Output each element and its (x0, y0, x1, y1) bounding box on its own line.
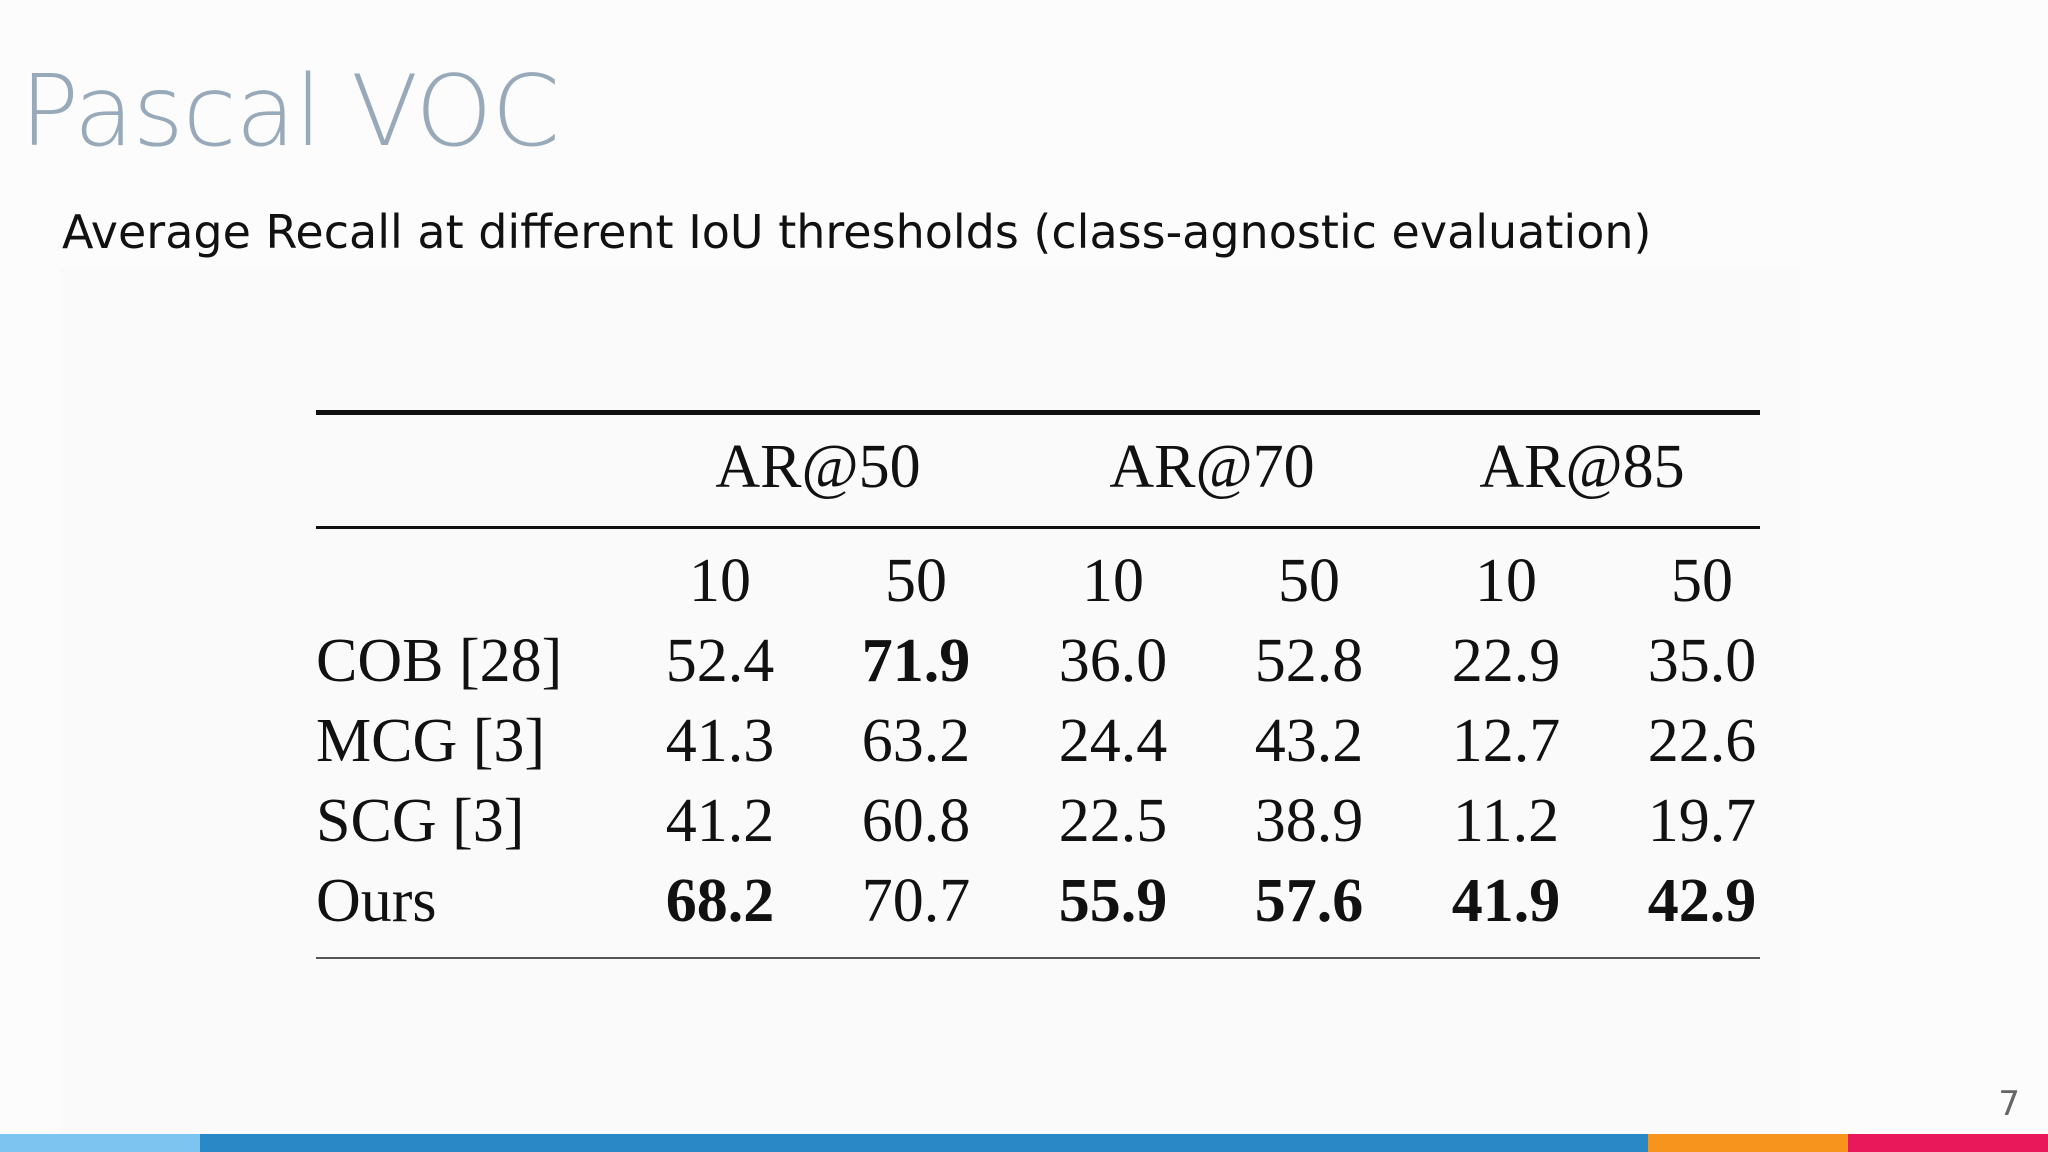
table-top-rule (316, 410, 1760, 415)
footer-color-bar (0, 1134, 2048, 1152)
table-cell: 52.8 (1254, 627, 1364, 695)
row-label-cob: COB [28] (316, 627, 563, 695)
table-cell: 63.2 (861, 707, 971, 775)
row-label-mcg: MCG [3] (316, 707, 546, 775)
slide-subtitle: Average Recall at different IoU threshol… (62, 205, 1652, 259)
table-cell: 60.8 (861, 787, 971, 855)
table-cell: 22.5 (1058, 787, 1168, 855)
table-cell: 24.4 (1058, 707, 1168, 775)
table-cell: 35.0 (1647, 627, 1757, 695)
row-label-scg: SCG [3] (316, 787, 525, 855)
sub-header-ar70-10: 10 (1082, 547, 1144, 615)
table-cell: 22.6 (1647, 707, 1757, 775)
group-header-ar85: AR@85 (1479, 433, 1685, 501)
sub-header-ar85-10: 10 (1475, 547, 1537, 615)
sub-header-ar85-50: 50 (1671, 547, 1733, 615)
table-header-rule (316, 526, 1760, 529)
table-cell: 52.4 (665, 627, 775, 695)
table-cell: 22.9 (1451, 627, 1561, 695)
footer-segment-light-blue (0, 1134, 200, 1152)
footer-segment-blue (200, 1134, 1648, 1152)
footer-segment-orange (1648, 1134, 1848, 1152)
footer-segment-pink (1848, 1134, 2048, 1152)
slide-title: Pascal VOC (20, 55, 560, 169)
table-cell: 43.2 (1254, 707, 1364, 775)
group-header-ar70: AR@70 (1109, 433, 1315, 501)
table-cell: 41.3 (665, 707, 775, 775)
group-header-ar50: AR@50 (715, 433, 921, 501)
table-cell: 11.2 (1452, 787, 1560, 855)
table-cell: 41.9 (1451, 867, 1561, 935)
table-cell: 42.9 (1647, 867, 1757, 935)
sub-header-ar50-10: 10 (689, 547, 751, 615)
table-cell: 19.7 (1647, 787, 1757, 855)
table-cell: 55.9 (1058, 867, 1168, 935)
row-label-ours: Ours (316, 867, 437, 935)
table-cell: 68.2 (665, 867, 775, 935)
table-cell: 71.9 (861, 627, 971, 695)
table-cell: 36.0 (1058, 627, 1168, 695)
table-cell: 41.2 (665, 787, 775, 855)
table-cell: 12.7 (1451, 707, 1561, 775)
sub-header-ar50-50: 50 (885, 547, 947, 615)
table-cell: 38.9 (1254, 787, 1364, 855)
table-cell: 57.6 (1254, 867, 1364, 935)
sub-header-ar70-50: 50 (1278, 547, 1340, 615)
page-number: 7 (1998, 1084, 2020, 1124)
table-image-area (60, 268, 1800, 1134)
table-cell: 70.7 (861, 867, 971, 935)
table-bottom-rule (316, 957, 1760, 959)
